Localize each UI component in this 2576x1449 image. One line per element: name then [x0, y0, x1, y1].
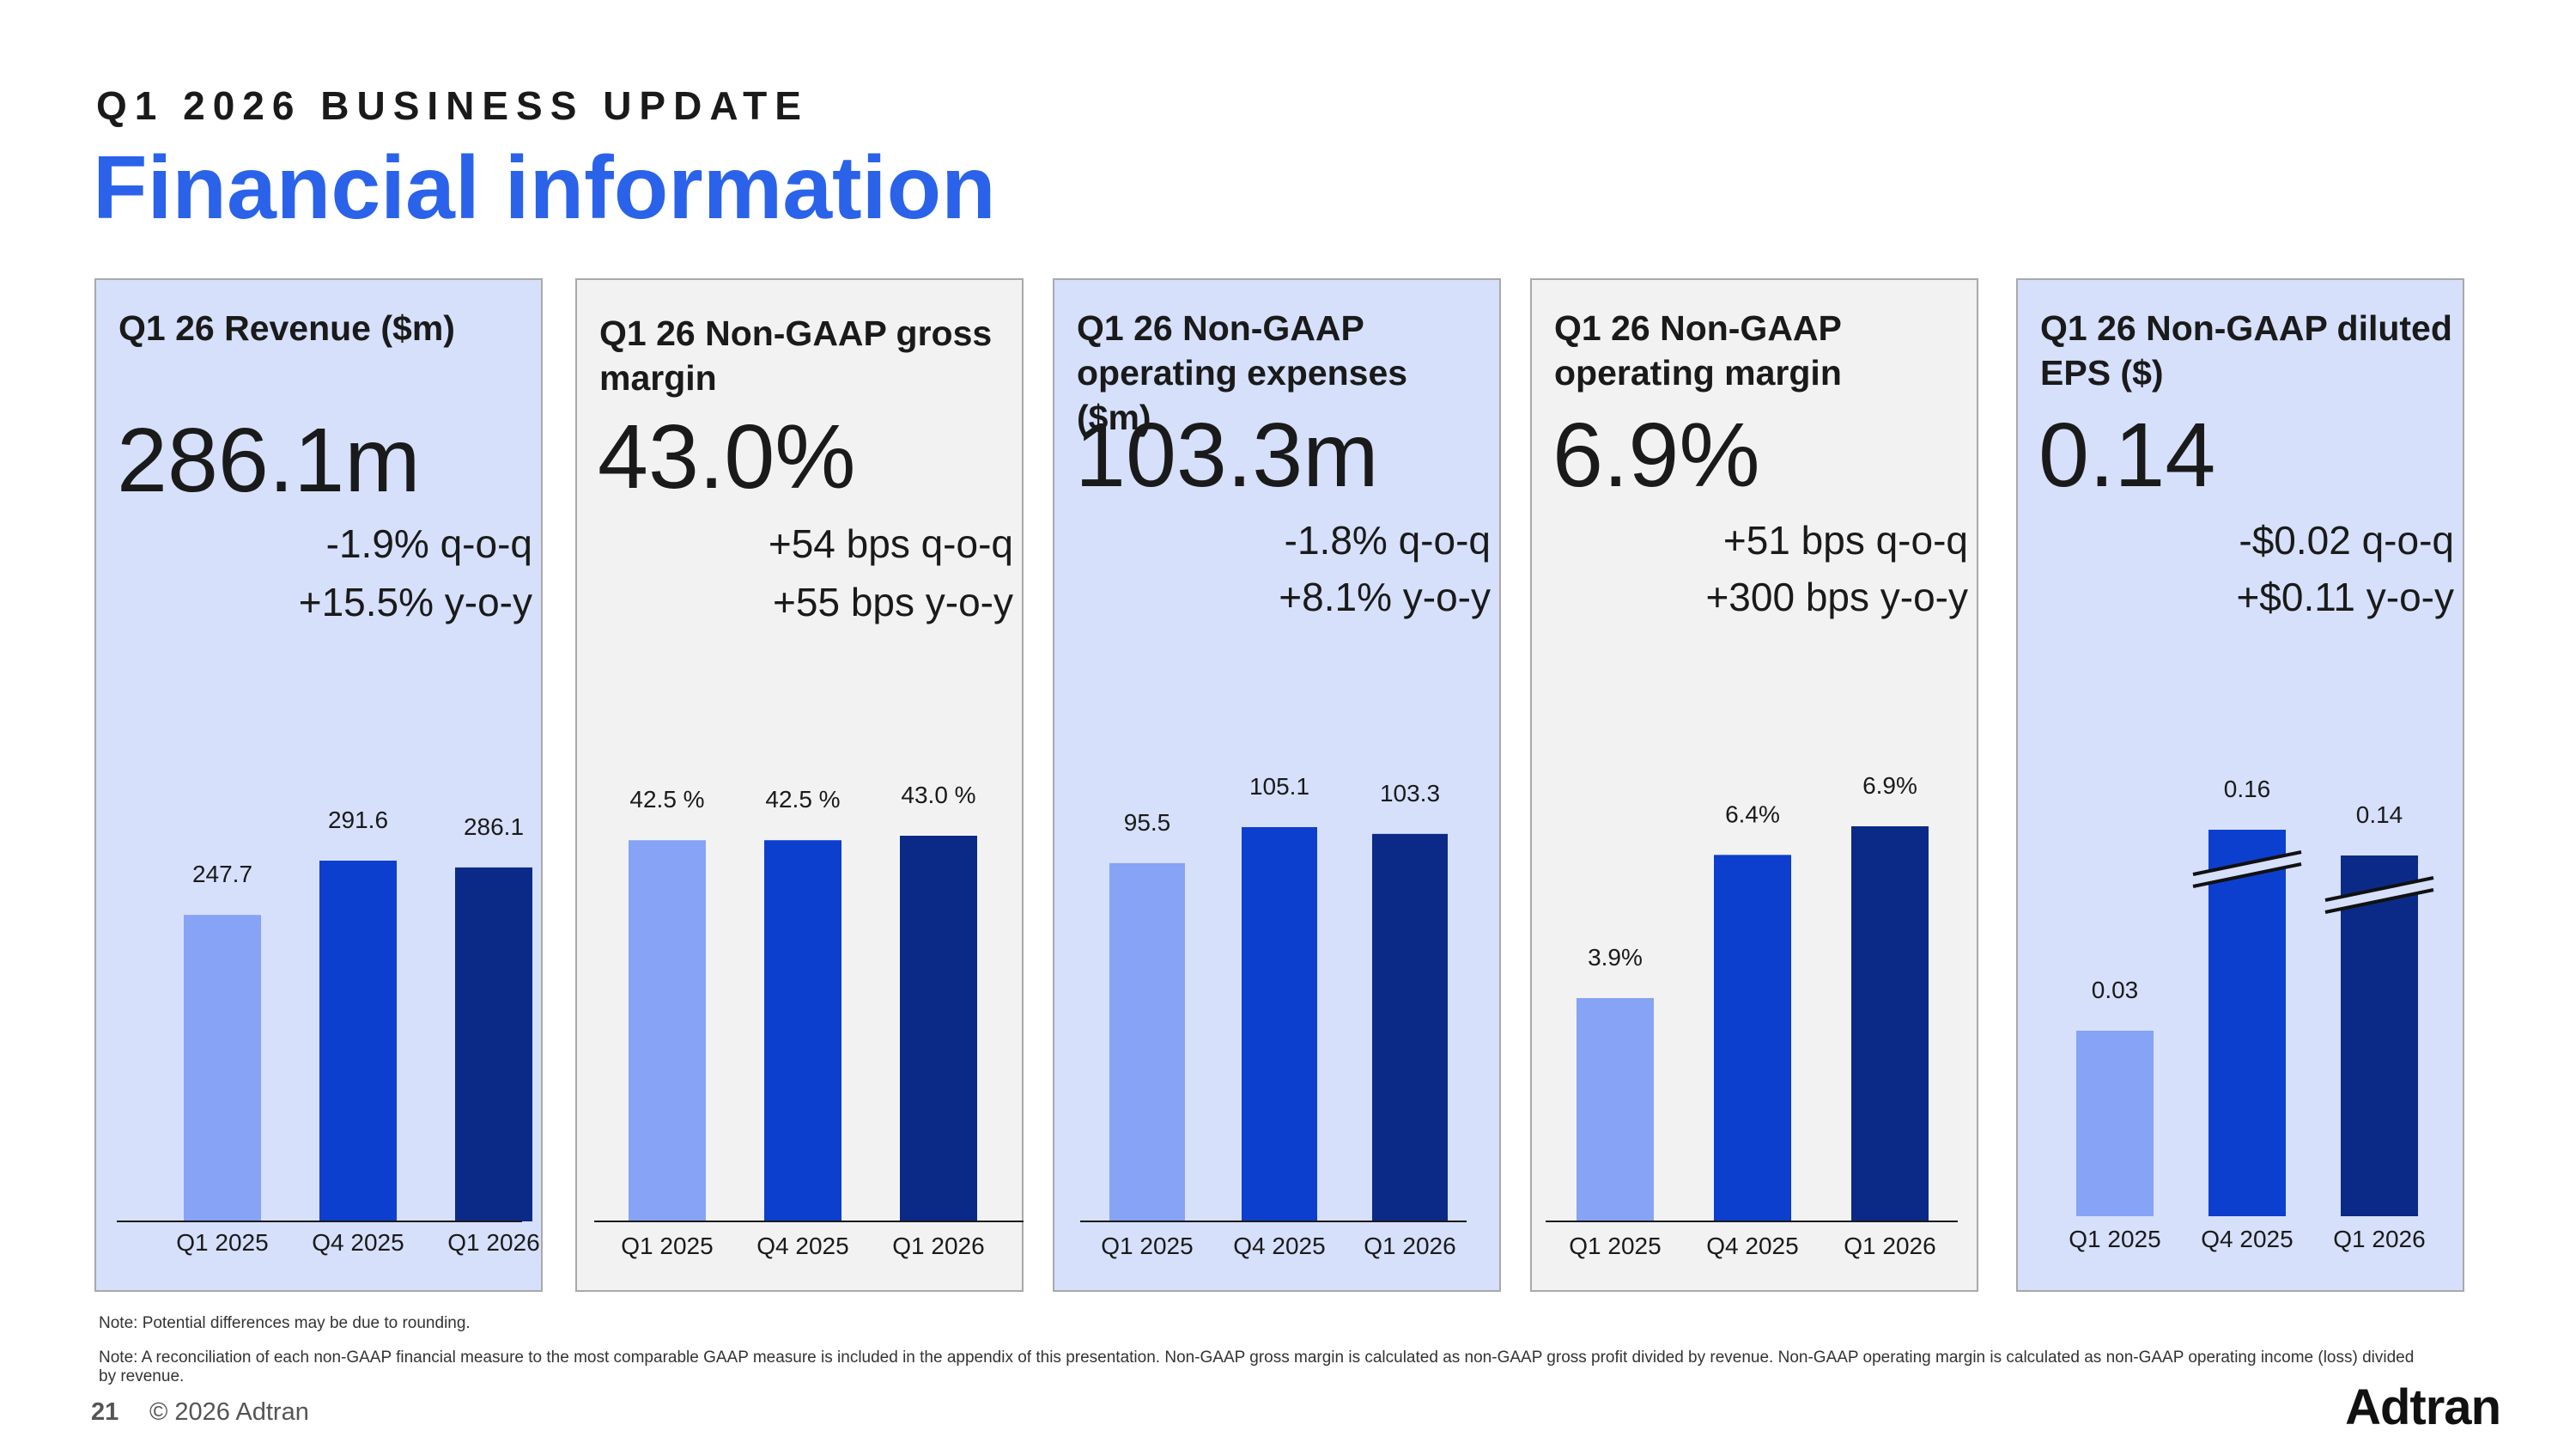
panel-revenue: Q1 26 Revenue ($m) 286.1m -1.9% q-o-q +1…: [94, 278, 543, 1292]
bar-q4-2025: [764, 840, 841, 1221]
qoq-change: -1.8% q-o-q: [1284, 518, 1491, 563]
category-label: Q4 2025: [312, 1229, 404, 1256]
data-label: 6.9%: [1862, 772, 1917, 799]
yoy-change: +300 bps y-o-y: [1705, 575, 1968, 619]
category-label: Q1 2026: [447, 1229, 539, 1256]
headline-value: 286.1m: [117, 410, 421, 511]
panel-title: Q1 26 Non-GAAP operating expenses ($m): [1077, 308, 1408, 437]
data-label: 43.0 %: [901, 782, 975, 808]
yoy-change: +$0.11 y-o-y: [2236, 575, 2454, 619]
category-label: Q4 2025: [756, 1233, 848, 1259]
bar-q4-2025: [1242, 827, 1317, 1221]
data-label: 6.4%: [1725, 801, 1780, 827]
yoy-change: +8.1% y-o-y: [1279, 575, 1491, 619]
qoq-change: -1.9% q-o-q: [325, 521, 532, 566]
bar-q1-2026: [1372, 833, 1448, 1221]
category-label: Q1 2026: [2333, 1226, 2425, 1252]
adtran-logo: Adtran: [2345, 1379, 2501, 1435]
note-reconciliation: Note: A reconciliation of each non-GAAP …: [99, 1349, 2415, 1385]
axis-break-mark: [2192, 850, 2302, 888]
bar-q1-2026: [900, 836, 977, 1221]
category-label: Q1 2026: [1364, 1233, 1455, 1259]
category-label: Q4 2025: [1233, 1233, 1325, 1259]
bar-chart-diluted-eps: 0.03 Q1 2025 0.16 Q4 2025 0.14 Q1 2026: [2069, 776, 2434, 1252]
category-label: Q1 2025: [1101, 1233, 1193, 1259]
panel-title: Q1 26 Non-GAAP diluted EPS ($): [2040, 308, 2452, 393]
note-rounding: Note: Potential differences may be due t…: [99, 1314, 471, 1332]
bar-q1-2026: [2341, 855, 2418, 1216]
panel-gross-margin: Q1 26 Non-GAAP gross margin 43.0% +54 bp…: [575, 278, 1024, 1292]
data-label: 247.7: [192, 861, 252, 887]
yoy-change: +55 bps y-o-y: [773, 580, 1013, 624]
bar-q1-2025: [1577, 998, 1654, 1221]
category-label: Q4 2025: [2201, 1226, 2293, 1252]
data-label: 103.3: [1380, 780, 1440, 807]
eyebrow: Q1 2026 BUSINESS UPDATE: [96, 83, 809, 128]
category-label: Q1 2025: [176, 1229, 268, 1256]
headline-value: 6.9%: [1552, 405, 1760, 506]
bar-q1-2025: [629, 840, 706, 1221]
yoy-change: +15.5% y-o-y: [298, 580, 532, 624]
bar-q4-2025: [2208, 830, 2286, 1216]
qoq-change: +51 bps q-o-q: [1722, 518, 1968, 563]
qoq-change: +54 bps q-o-q: [768, 521, 1013, 566]
category-label: Q4 2025: [1706, 1233, 1798, 1259]
bar-q1-2025: [2076, 1031, 2154, 1216]
axis-break-mark: [2324, 876, 2434, 914]
panel-operating-margin: Q1 26 Non-GAAP operating margin 6.9% +51…: [1530, 278, 1978, 1292]
bar-q1-2025: [184, 915, 261, 1221]
category-label: Q1 2025: [1569, 1233, 1661, 1259]
data-label: 42.5 %: [629, 786, 704, 813]
bar-q1-2026: [1851, 826, 1929, 1221]
data-label: 0.03: [2092, 977, 2139, 1003]
headline-value: 0.14: [2038, 405, 2216, 506]
category-label: Q1 2026: [1844, 1233, 1935, 1259]
panel-title: Q1 26 Non-GAAP gross margin: [599, 314, 993, 398]
page-title: Financial information: [93, 138, 996, 238]
category-label: Q1 2025: [621, 1233, 713, 1259]
bar-q4-2025: [319, 861, 397, 1221]
data-label: 291.6: [328, 807, 388, 833]
qoq-change: -$0.02 q-o-q: [2239, 518, 2454, 563]
data-label: 0.16: [2224, 776, 2271, 802]
headline-value: 103.3m: [1075, 405, 1379, 506]
panel-title: Q1 26 Revenue ($m): [118, 308, 455, 348]
page-number: 21: [91, 1398, 119, 1426]
bar-chart-gross-margin: 42.5 % Q1 2025 42.5 % Q4 2025 43.0 % Q1 2026: [594, 782, 1024, 1259]
data-label: 286.1: [464, 813, 524, 840]
panel-title: Q1 26 Non-GAAP operating margin: [1554, 308, 1842, 393]
bar-chart-operating-margin: 3.9% Q1 2025 6.4% Q4 2025 6.9% Q1 2026: [1546, 772, 1958, 1259]
panel-operating-expenses: Q1 26 Non-GAAP operating expenses ($m) 1…: [1053, 278, 1501, 1292]
data-label: 0.14: [2356, 801, 2403, 828]
bar-q1-2025: [1109, 862, 1185, 1221]
data-label: 42.5 %: [765, 786, 840, 813]
category-label: Q1 2026: [892, 1233, 984, 1259]
data-label: 105.1: [1249, 773, 1309, 800]
panel-diluted-eps: Q1 26 Non-GAAP diluted EPS ($) 0.14 -$0.…: [2016, 278, 2464, 1292]
category-label: Q1 2025: [2069, 1226, 2160, 1252]
bar-chart-operating-expenses: 95.5 Q1 2025 105.1 Q4 2025 103.3 Q1 2026: [1080, 773, 1467, 1259]
bar-q4-2025: [1714, 855, 1791, 1221]
data-label: 95.5: [1124, 809, 1171, 836]
headline-value: 43.0%: [598, 406, 856, 508]
copyright: © 2026 Adtran: [149, 1398, 309, 1426]
bar-q1-2026: [455, 867, 532, 1221]
bar-chart-revenue: 247.7 Q1 2025 291.6 Q4 2025 286.1 Q1 2026: [117, 807, 540, 1256]
data-label: 3.9%: [1588, 944, 1643, 971]
